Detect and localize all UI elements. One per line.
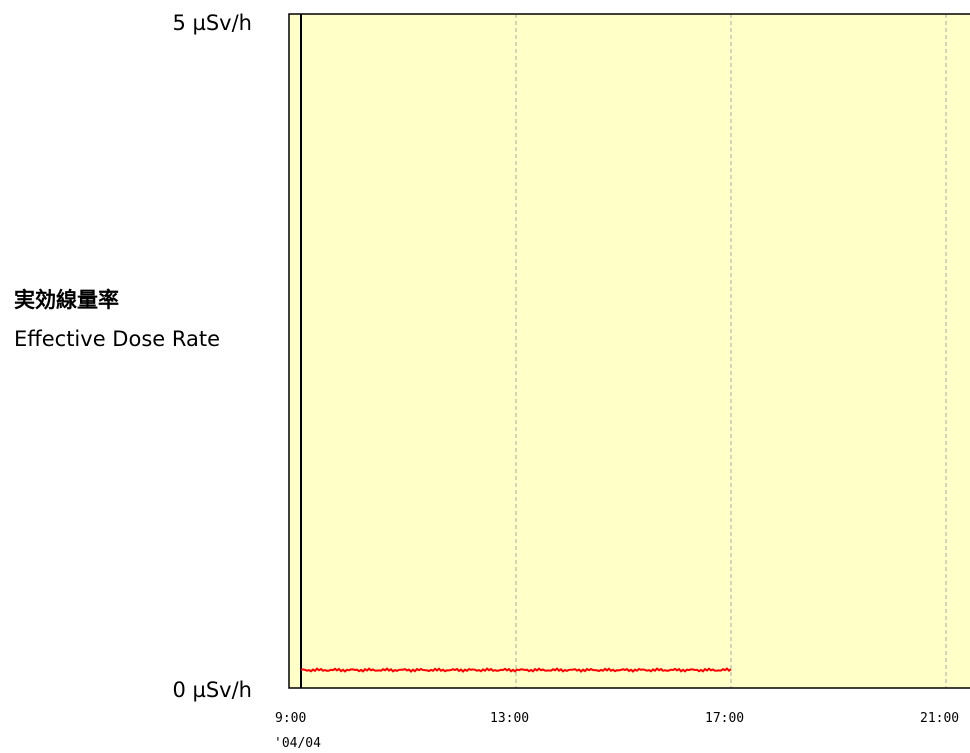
date-label: '04/04 [274,736,321,751]
plot-area [288,13,970,689]
grid-lines [515,14,947,688]
y-axis-label-en: Effective Dose Rate [14,327,220,351]
y-min-label: 0 µSv/h [172,678,252,702]
y-axis-label-ja: 実効線量率 [14,288,119,312]
x-tick-label: 21:00 [920,711,959,726]
series-line-0 [300,667,732,673]
x-tick-labels: 9:00 13:00 17:00 21:00 [275,711,959,726]
plot-background [289,14,970,688]
series-layer [300,667,732,673]
x-tick-label: 13:00 [490,711,529,726]
x-tick-label: 17:00 [705,711,744,726]
y-max-label: 5 µSv/h [172,11,252,35]
plot-border [288,13,970,689]
x-tick-label: 9:00 [275,711,306,726]
